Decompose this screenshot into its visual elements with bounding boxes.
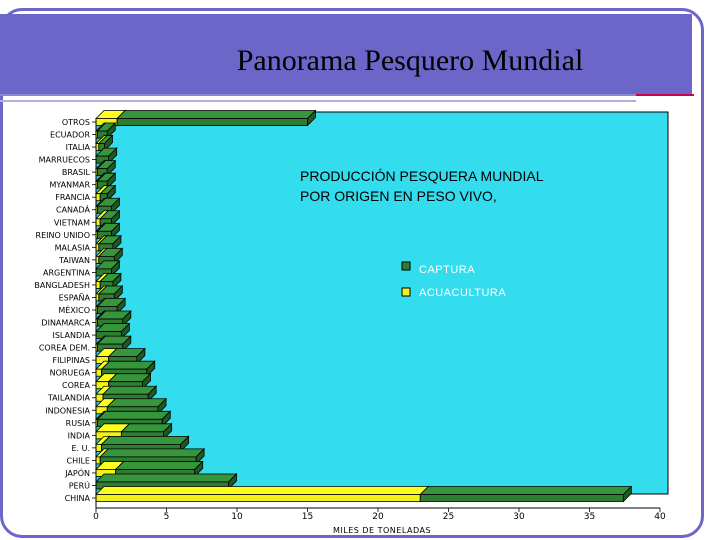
category-label: CHILE [67, 456, 90, 465]
category-label: CHINA [65, 494, 91, 503]
category-label: INDIA [68, 431, 91, 440]
chart-title-line-1: PRODUCCIÓN PESQUERA MUNDIAL [300, 168, 544, 184]
bar-captura-3 [95, 147, 118, 165]
bar-captura-20 [100, 360, 156, 378]
bar-captura-4 [96, 159, 117, 177]
category-label: MARRUECOS [39, 156, 90, 165]
bar-captura-7 [96, 197, 121, 215]
bar-acuacultura-30 [95, 485, 430, 503]
category-label: TAILANDIA [47, 394, 91, 403]
category-label: RUSIA [66, 419, 91, 428]
x-tick-label: 0 [93, 512, 99, 522]
category-label: FILIPINAS [53, 356, 91, 365]
title-banner [0, 14, 692, 94]
page-title: Panorama Pesquero Mundial [236, 44, 584, 77]
legend-label-acuacultura: ACUACULTURA [419, 287, 506, 299]
legend-swatch-acuacultura [401, 287, 411, 297]
category-label: ECUADOR [50, 131, 90, 140]
bar-captura-8 [99, 209, 121, 227]
bar-captura-14 [97, 285, 124, 302]
category-label: MYANMAR [49, 181, 90, 190]
x-tick-label: 30 [513, 512, 525, 522]
bar-captura-25 [120, 422, 173, 440]
legend: CAPTURA ACUACULTURA [401, 261, 506, 299]
category-label: COREA [62, 381, 90, 390]
bar-captura-17 [95, 322, 131, 340]
bar-captura-18 [96, 335, 132, 353]
bar-captura-24 [96, 410, 172, 428]
category-label: ISLANDIA [52, 331, 90, 340]
category-label: ITALIA [66, 143, 91, 152]
x-tick-label: 25 [443, 512, 454, 522]
category-label: ARGENTINA [43, 268, 91, 277]
category-label: TAIWAN [58, 256, 90, 265]
bars-group [95, 109, 633, 503]
x-axis-title: MILES DE TONELADAS [333, 526, 431, 535]
legend-label-captura: CAPTURA [419, 264, 475, 276]
category-label: VIETNAM [54, 218, 90, 227]
bar-captura-6 [99, 184, 117, 202]
category-label: JAPÓN [64, 467, 90, 478]
category-label: MÉXICO [58, 304, 90, 315]
category-label: DINAMARCA [41, 319, 90, 328]
category-label: BANGLADESH [34, 281, 90, 290]
x-tick-label: 35 [584, 512, 595, 522]
category-label: MALASIA [55, 243, 91, 252]
category-label: CANADÁ [56, 204, 91, 215]
bar-captura-11 [97, 247, 124, 265]
category-labels: OTROS ECUADOR ITALIA MARRUECOS BRASIL MYANMAR… [34, 118, 96, 503]
category-label: COREA DEM. [39, 344, 90, 353]
slide-frame [0, 8, 704, 538]
category-label: INDONESIA [45, 406, 90, 415]
category-label: BRASIL [62, 168, 91, 177]
x-tick-label: 40 [654, 512, 666, 522]
x-tick-label: 5 [164, 512, 170, 522]
banner-rule [0, 94, 690, 96]
banner-accent [636, 94, 694, 96]
category-label: E. U. [71, 444, 90, 453]
category-label: ESPAÑA [59, 292, 91, 302]
x-tick-labels: 0 5 10 15 20 25 30 35 40 [93, 508, 666, 522]
category-label: NORUEGA [50, 369, 91, 378]
x-tick-label: 20 [372, 512, 384, 522]
bar-captura-28 [114, 460, 204, 478]
bar-captura-29 [95, 473, 238, 490]
bar-captura-30 [419, 485, 633, 503]
category-label: FRANCIA [55, 193, 90, 202]
bar-captura-23 [106, 397, 168, 415]
category-label: REINO UNIDO [36, 231, 90, 240]
x-tick-label: 15 [302, 512, 313, 522]
x-tick-label: 10 [231, 512, 243, 522]
category-label: PERÚ [69, 479, 90, 490]
banner-rule-lower [0, 100, 636, 102]
bar-captura-22 [102, 385, 158, 403]
category-label: OTROS [62, 118, 90, 127]
chart-title-line-2: POR ORIGEN EN PESO VIVO, [300, 188, 497, 204]
bar-captura-0 [116, 109, 317, 127]
legend-swatch-captura [401, 261, 411, 271]
